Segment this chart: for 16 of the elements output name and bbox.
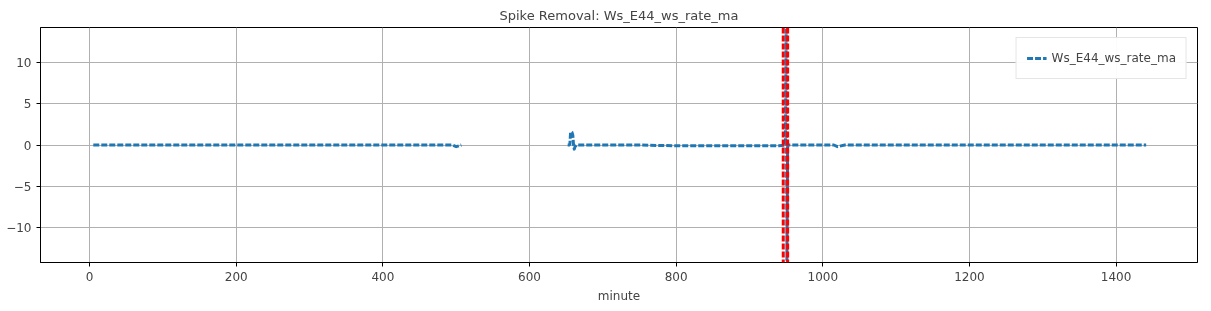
x-tick-label: 1400: [1100, 269, 1132, 284]
x-tick-label: 800: [664, 269, 688, 284]
y-tick-label: 10: [16, 55, 32, 70]
x-tick-label: 400: [371, 269, 395, 284]
y-tick-label: −5: [13, 179, 32, 194]
y-tick-label: −10: [6, 221, 32, 236]
chart-title: Spike Removal: Ws_E44_ws_rate_ma: [499, 7, 739, 23]
x-tick-label: 1000: [807, 269, 839, 284]
x-axis-title: minute: [597, 288, 641, 303]
y-tick-label: 0: [23, 138, 32, 153]
legend-label: Ws_E44_ws_rate_ma: [1051, 51, 1176, 65]
x-tick-label: 200: [224, 269, 248, 284]
x-tick-label: 600: [518, 269, 541, 284]
x-tick-label: 1200: [954, 269, 985, 284]
y-tick-label: 5: [23, 97, 32, 112]
x-tick-label: 0: [85, 269, 94, 284]
